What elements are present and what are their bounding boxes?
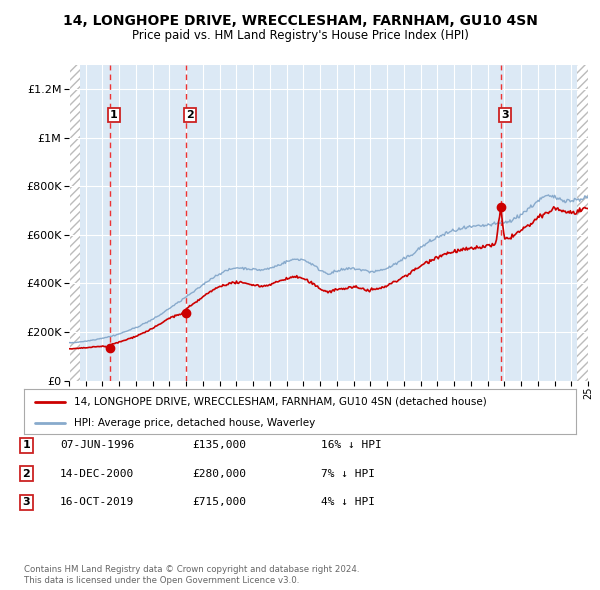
- Text: £715,000: £715,000: [192, 497, 246, 507]
- Text: 14-DEC-2000: 14-DEC-2000: [60, 469, 134, 478]
- Text: 07-JUN-1996: 07-JUN-1996: [60, 441, 134, 450]
- Text: HPI: Average price, detached house, Waverley: HPI: Average price, detached house, Wave…: [74, 418, 315, 428]
- Text: £135,000: £135,000: [192, 441, 246, 450]
- Text: 7% ↓ HPI: 7% ↓ HPI: [321, 469, 375, 478]
- Text: 14, LONGHOPE DRIVE, WRECCLESHAM, FARNHAM, GU10 4SN: 14, LONGHOPE DRIVE, WRECCLESHAM, FARNHAM…: [62, 14, 538, 28]
- Text: 16-OCT-2019: 16-OCT-2019: [60, 497, 134, 507]
- Text: 3: 3: [501, 110, 509, 120]
- Text: 1: 1: [110, 110, 118, 120]
- Text: 14, LONGHOPE DRIVE, WRECCLESHAM, FARNHAM, GU10 4SN (detached house): 14, LONGHOPE DRIVE, WRECCLESHAM, FARNHAM…: [74, 397, 487, 407]
- Text: 2: 2: [186, 110, 194, 120]
- Text: Price paid vs. HM Land Registry's House Price Index (HPI): Price paid vs. HM Land Registry's House …: [131, 29, 469, 42]
- Text: 3: 3: [23, 497, 30, 507]
- Text: 1: 1: [23, 441, 30, 450]
- Text: 4% ↓ HPI: 4% ↓ HPI: [321, 497, 375, 507]
- Text: This data is licensed under the Open Government Licence v3.0.: This data is licensed under the Open Gov…: [24, 576, 299, 585]
- Text: 2: 2: [23, 469, 30, 478]
- Text: 16% ↓ HPI: 16% ↓ HPI: [321, 441, 382, 450]
- Text: £280,000: £280,000: [192, 469, 246, 478]
- Text: Contains HM Land Registry data © Crown copyright and database right 2024.: Contains HM Land Registry data © Crown c…: [24, 565, 359, 574]
